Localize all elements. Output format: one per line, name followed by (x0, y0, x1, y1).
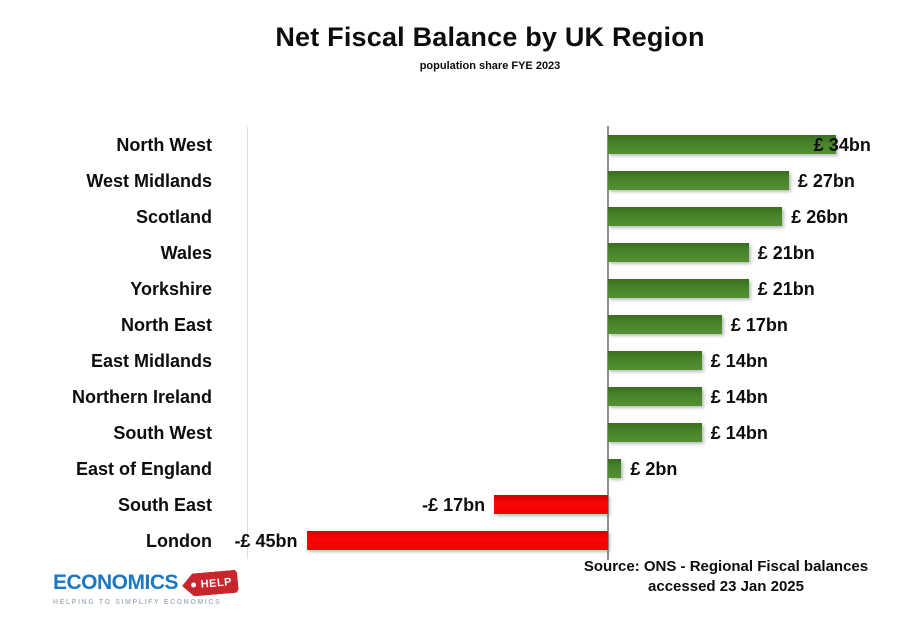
bar-row: West Midlands £ 27bn (0, 163, 900, 199)
value-label: £ 14bn (710, 423, 768, 443)
bar-chart: North West £ 34bn West Midlands £ 27bn Scotl… (0, 126, 900, 560)
source-line-1: Source: ONS - Regional Fiscal balances (583, 558, 869, 575)
category-label: Northern Ireland (71, 387, 212, 407)
category-label: South West (113, 423, 212, 443)
value-label: £ 21bn (757, 279, 815, 299)
bar-row: Wales £ 21bn (0, 235, 900, 271)
bar (608, 279, 749, 298)
value-label: -£ 17bn (422, 495, 486, 515)
bar (608, 351, 702, 370)
value-label: £ 17bn (730, 315, 788, 335)
value-label: £ 14bn (710, 387, 768, 407)
category-label: Wales (160, 243, 212, 263)
bar-row: Yorkshire £ 21bn (0, 271, 900, 307)
chart-title: Net Fiscal Balance by UK Region (275, 22, 705, 52)
tag-hole-icon (191, 582, 196, 587)
value-label: £ 2bn (630, 459, 678, 479)
category-label: London (146, 531, 212, 551)
logo-price-tag-icon: HELP (181, 569, 239, 597)
category-label: East Midlands (90, 351, 212, 371)
value-label: £ 26bn (791, 207, 849, 227)
category-label: North East (120, 315, 212, 335)
bar-row: South East -£ 17bn (0, 487, 900, 523)
value-label: £ 27bn (797, 171, 855, 191)
logo-brand-text: ECONOMICS (53, 571, 179, 594)
value-label: -£ 45bn (234, 531, 298, 551)
category-label: West Midlands (86, 171, 212, 191)
bar (608, 459, 622, 478)
source-line-2: accessed 23 Jan 2025 (648, 578, 804, 595)
category-label: Scotland (135, 207, 212, 227)
chart-subtitle: population share FYE 2023 (419, 60, 561, 72)
bar-row: North West £ 34bn (0, 127, 900, 163)
bar-row: North East £ 17bn (0, 307, 900, 343)
bar-row: East of England £ 2bn (0, 451, 900, 487)
bar (608, 387, 702, 406)
bar-row: Scotland £ 26bn (0, 199, 900, 235)
source-note: Source: ONS - Regional Fiscal balances a… (560, 557, 892, 597)
logo-tagline: HELPING TO SIMPLIFY ECONOMICS (53, 599, 222, 606)
bar-row: East Midlands £ 14bn (0, 343, 900, 379)
bar (494, 495, 608, 514)
value-label: £ 21bn (757, 243, 815, 263)
value-label: £ 14bn (710, 351, 768, 371)
bar-row: London -£ 45bn (0, 523, 900, 559)
category-label: South East (117, 495, 212, 515)
category-label: North West (116, 135, 212, 155)
bar (608, 207, 783, 226)
value-label: £ 34bn (813, 135, 871, 155)
bar (608, 315, 722, 334)
bar (608, 171, 789, 190)
bar-row: South West £ 14bn (0, 415, 900, 451)
chart-header: Net Fiscal Balance by UK Region populati… (40, 22, 900, 72)
bar (608, 423, 702, 442)
zero-axis-line (607, 126, 609, 560)
category-label: East of England (75, 459, 212, 479)
economicshelp-logo: ECONOMICS HELP HELPING TO SIMPLIFY ECONO… (53, 571, 243, 606)
bar (608, 243, 749, 262)
bar (306, 531, 608, 550)
category-label: Yorkshire (130, 279, 212, 299)
bar-row: Northern Ireland £ 14bn (0, 379, 900, 415)
logo-tag-text: HELP (200, 575, 233, 590)
plot-left-border (247, 127, 248, 559)
bar (608, 135, 836, 154)
